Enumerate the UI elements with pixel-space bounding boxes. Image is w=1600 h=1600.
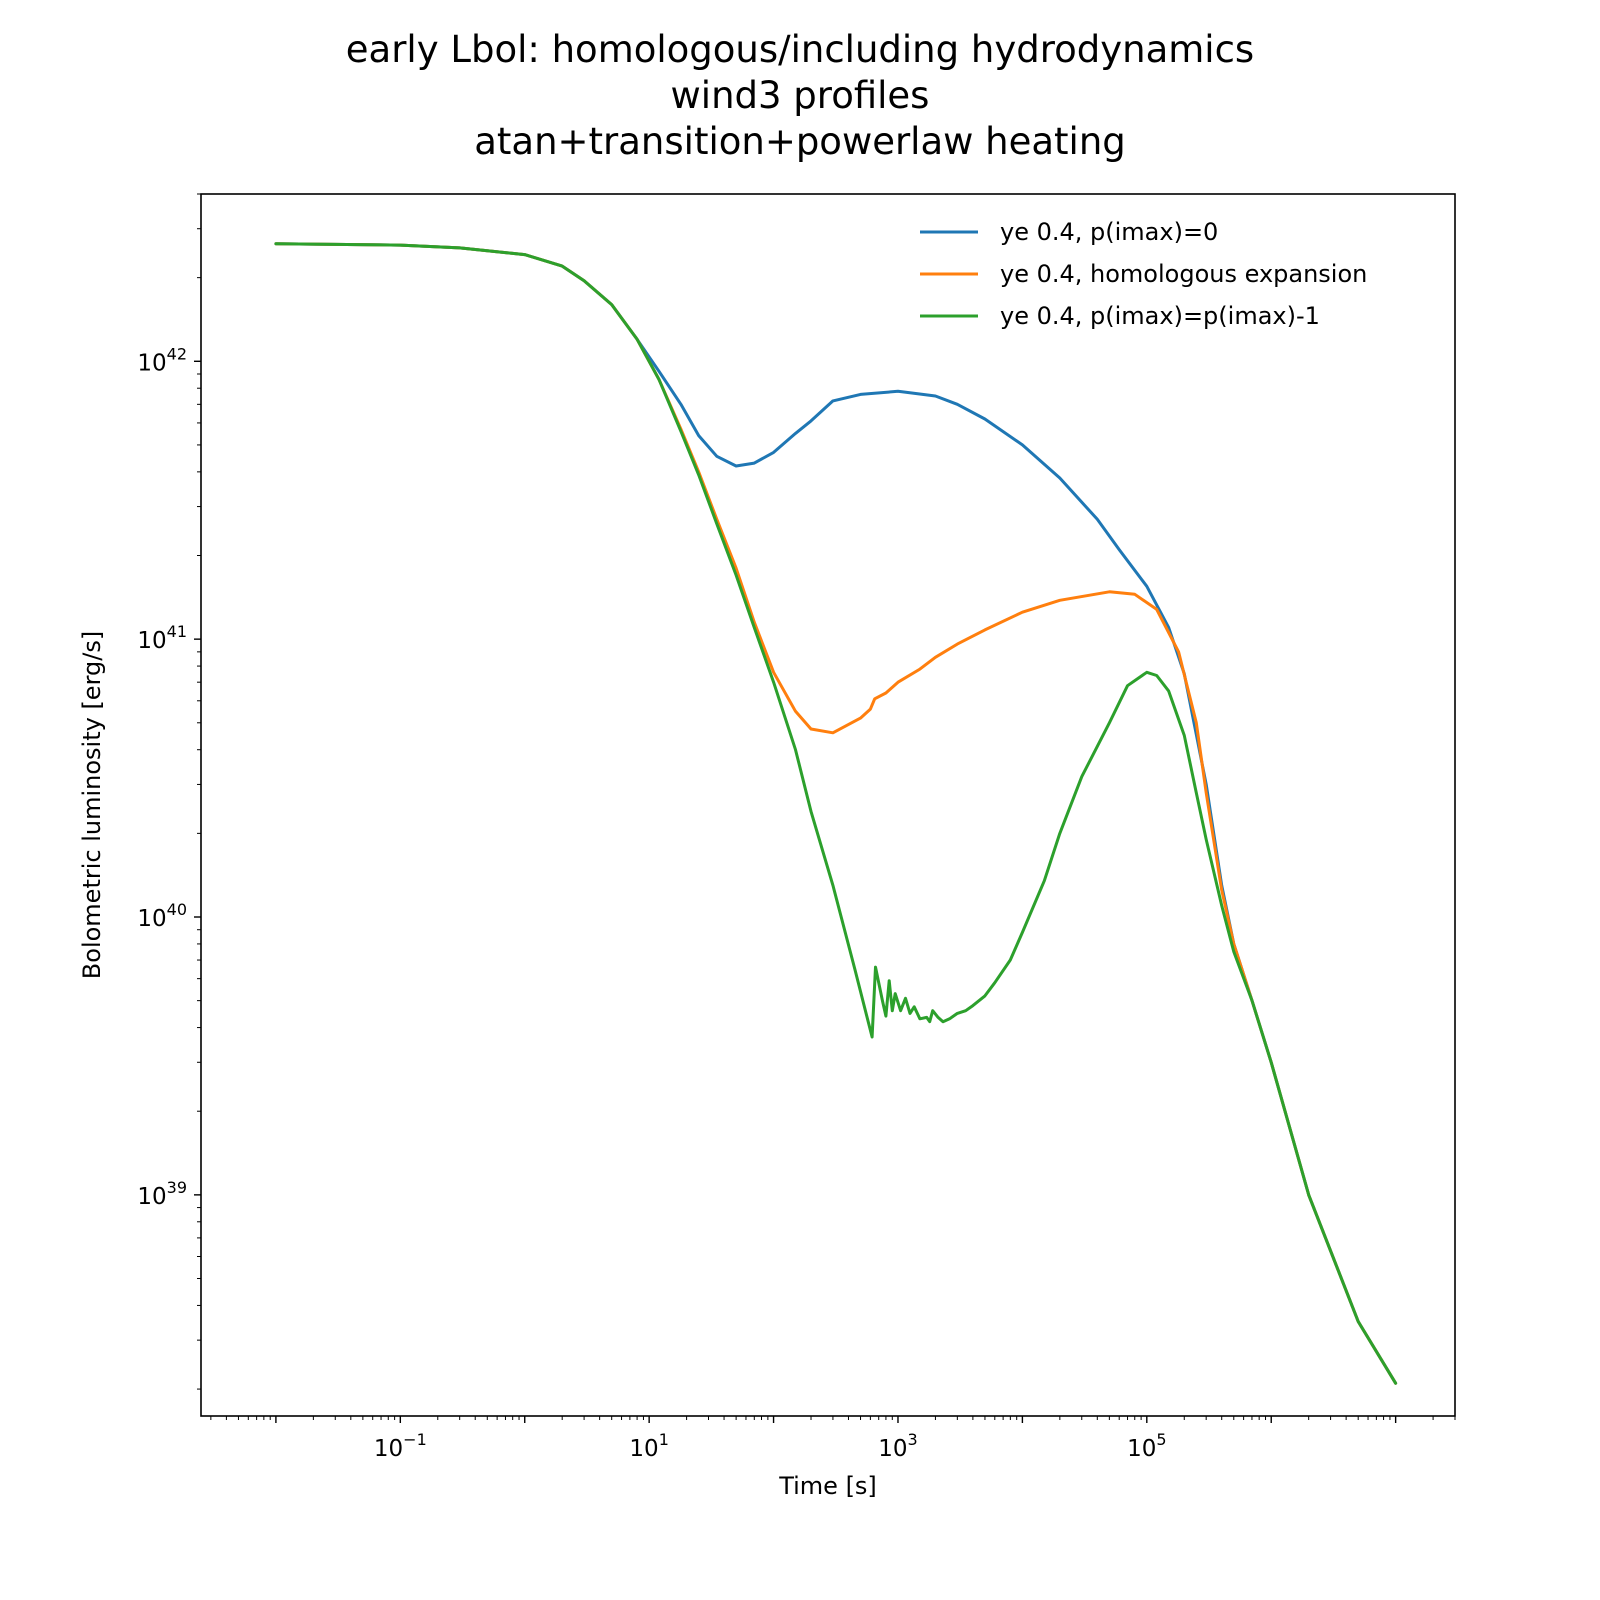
y-tick-label: 1039	[137, 1178, 187, 1210]
x-tick-label: 101	[629, 1430, 668, 1462]
legend-label-1: ye 0.4, p(imax)=0	[1000, 218, 1218, 246]
x-tick-label: 105	[1127, 1430, 1166, 1462]
y-tick-base: 10	[137, 628, 166, 654]
x-tick-label: 10−1	[374, 1430, 427, 1462]
x-tick-base: 10	[629, 1436, 658, 1462]
y-tick-exponent: 42	[167, 344, 187, 363]
y-tick-exponent: 39	[167, 1178, 187, 1197]
x-tick-label: 103	[878, 1430, 917, 1462]
legend-label-3: ye 0.4, p(imax)=p(imax)-1	[1000, 302, 1320, 330]
x-tick-base: 10	[878, 1436, 907, 1462]
title-line-3: atan+transition+powerlaw heating	[474, 120, 1126, 163]
x-tick-exponent: 3	[908, 1430, 918, 1449]
y-axis-label: Bolometric luminosity [erg/s]	[78, 631, 106, 979]
x-axis-label: Time [s]	[778, 1472, 877, 1500]
x-tick-base: 10	[374, 1436, 403, 1462]
chart-title: early Lbol: homologous/including hydrody…	[346, 28, 1254, 163]
y-tick-exponent: 40	[167, 900, 187, 919]
x-tick-base: 10	[1127, 1436, 1156, 1462]
y-tick-exponent: 41	[167, 622, 187, 641]
legend: ye 0.4, p(imax)=0 ye 0.4, homologous expa…	[920, 218, 1367, 330]
series-layer	[274, 242, 1398, 1385]
y-tick-base: 10	[137, 1184, 166, 1210]
series-line-3	[274, 242, 1398, 1385]
legend-label-2: ye 0.4, homologous expansion	[1000, 260, 1367, 288]
x-axis-ticks: 10−1 101 103 105	[210, 1416, 1456, 1462]
x-tick-exponent: −1	[403, 1430, 427, 1449]
y-tick-label: 1040	[137, 900, 187, 932]
y-tick-base: 10	[137, 906, 166, 932]
x-tick-exponent: 1	[659, 1430, 669, 1449]
title-line-2: wind3 profiles	[671, 74, 930, 117]
y-tick-label: 1041	[137, 622, 187, 654]
title-line-1: early Lbol: homologous/including hydrody…	[346, 28, 1254, 71]
x-tick-exponent: 5	[1156, 1430, 1166, 1449]
y-tick-base: 10	[137, 350, 166, 376]
y-tick-label: 1042	[137, 344, 187, 376]
plot-frame	[200, 193, 1456, 1417]
